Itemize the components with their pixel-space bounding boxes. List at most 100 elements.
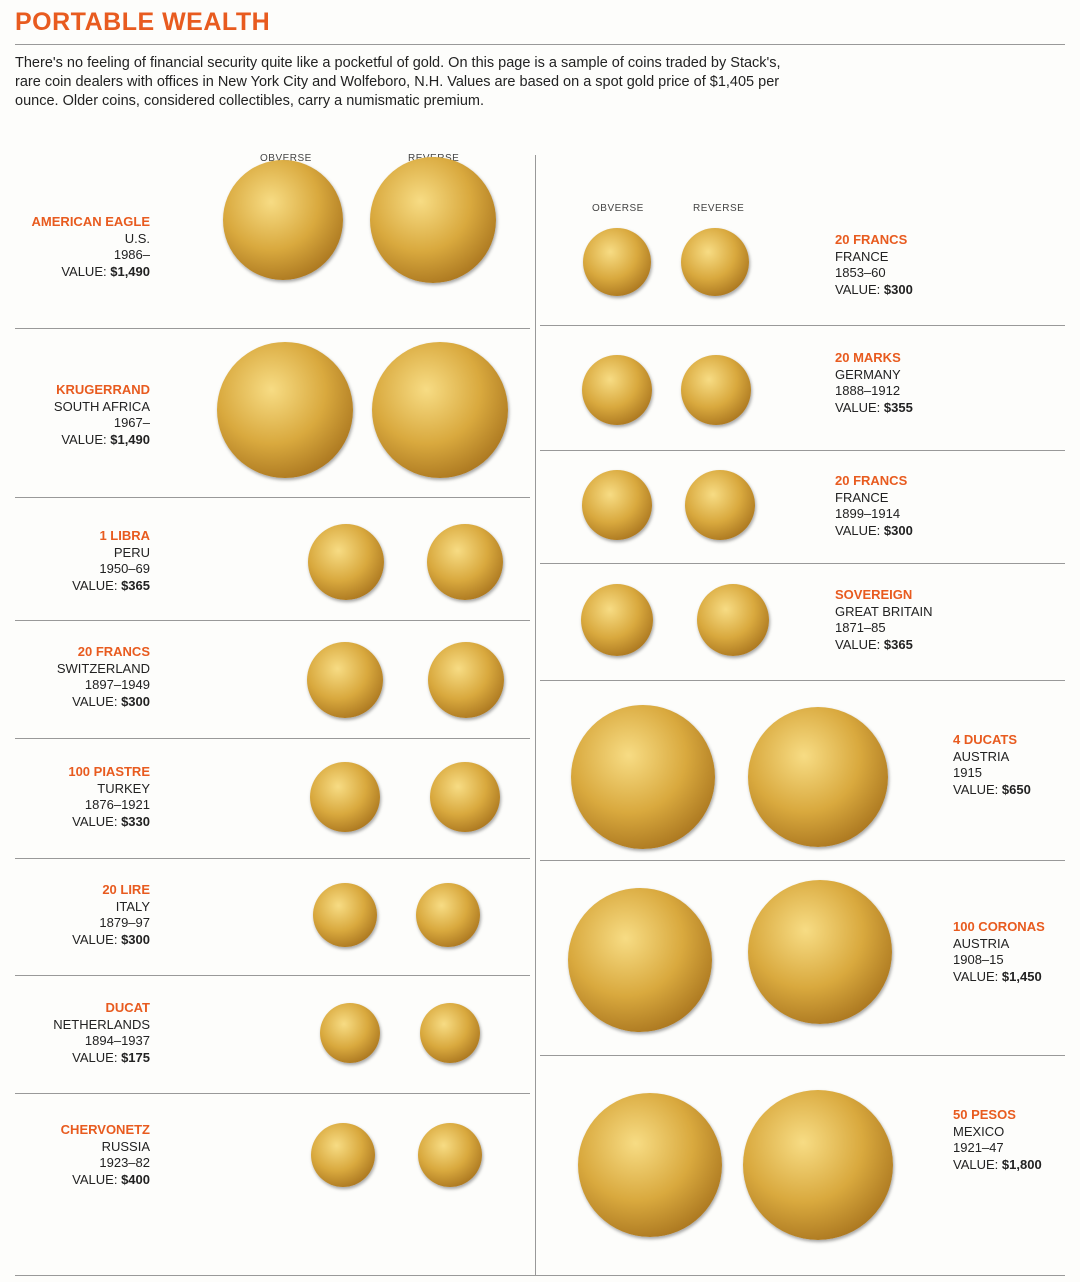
coin-value: $330 [121,813,150,829]
coin-years: 1879–97 [99,915,150,930]
coin-obverse [307,642,383,718]
coin-country: GREAT BRITAIN [835,603,933,619]
value-label: VALUE: [953,1156,999,1172]
coin-country: FRANCE [835,248,889,264]
intro: There's no feeling of financial security… [15,55,781,109]
rule [15,620,530,621]
coin-years: 1921–47 [953,1140,1004,1155]
reverse-label: REVERSE [693,203,745,214]
coin-value: $365 [883,636,913,652]
coin-value: $650 [1001,781,1031,797]
coin-value: $1,800 [1001,1156,1042,1172]
coin-name: 100 PIASTRE [68,764,150,779]
coin-years: 1915 [953,765,982,780]
coin-reverse [697,584,769,656]
value-label: VALUE: [72,813,118,829]
rule [15,1093,530,1094]
coin-reverse [685,470,755,540]
coin-entry: SOVEREIGN GREAT BRITAIN 1871–85 VALUE: $365 [835,587,985,653]
coin-entry: 100 CORONAS AUSTRIA 1908–15 VALUE: $1,450 [953,919,1080,985]
coin-name: 50 PESOS [953,1107,1016,1122]
coin-reverse [748,880,892,1024]
coin-obverse [583,228,651,296]
coin-years: 1923–82 [99,1155,150,1170]
coin-value-line: VALUE: $400 [0,1172,150,1189]
coin-value: $1,450 [1001,968,1042,984]
coin-country: AUSTRIA [953,748,1010,764]
coin-name: 20 FRANCS [835,473,908,488]
coin-name: 20 MARKS [835,350,901,365]
value-label: VALUE: [953,781,999,797]
rule [15,858,530,859]
coin-obverse [310,762,380,832]
coin-value-line: VALUE: $365 [0,578,150,595]
rule [540,325,1065,326]
rule [15,1275,1065,1276]
coin-country: AUSTRIA [953,935,1010,951]
coin-obverse [308,524,384,600]
rule [540,1055,1065,1056]
title: PORTABLE WEALTH [15,8,271,36]
coin-value-line: VALUE: $300 [835,523,985,540]
value-label: VALUE: [61,263,107,279]
value-label: VALUE: [72,1171,118,1187]
coin-entry: KRUGERRAND SOUTH AFRICA 1967– VALUE: $1,490 [0,382,150,448]
rule [15,975,530,976]
coin-name: 4 DUCATS [953,732,1018,747]
coin-value: $300 [121,931,150,947]
coin-value: $300 [883,522,913,538]
coin-value: $1,490 [110,431,150,447]
coin-name: AMERICAN EAGLE [31,214,150,229]
coin-obverse [578,1093,722,1237]
coin-entry: 20 FRANCS FRANCE 1899–1914 VALUE: $300 [835,473,985,539]
coin-reverse [420,1003,480,1063]
value-label: VALUE: [835,522,881,538]
coin-name: CHERVONETZ [60,1122,150,1137]
coin-value-line: VALUE: $175 [0,1050,150,1067]
rule [540,860,1065,861]
coin-reverse [427,524,503,600]
coin-country: ITALY [115,898,150,914]
coin-name: KRUGERRAND [56,382,150,397]
coin-country: SWITZERLAND [56,660,150,676]
coin-years: 1967– [113,415,150,430]
rule [15,44,1065,45]
coin-reverse [428,642,504,718]
coin-obverse [571,705,715,849]
coin-reverse [418,1123,482,1187]
coin-name: 20 FRANCS [835,232,908,247]
rule [540,450,1065,451]
value-label: VALUE: [835,399,881,415]
coin-entry: 20 MARKS GERMANY 1888–1912 VALUE: $355 [835,350,985,416]
coin-years: 1899–1914 [835,506,901,521]
coin-country: SOUTH AFRICA [53,398,150,414]
coin-entry: 50 PESOS MEXICO 1921–47 VALUE: $1,800 [953,1107,1080,1173]
coin-value: $1,490 [110,263,150,279]
coin-value-line: VALUE: $300 [835,282,985,299]
rule [15,497,530,498]
coin-name: 100 CORONAS [953,919,1045,934]
coin-value-line: VALUE: $300 [0,932,150,949]
coin-value-line: VALUE: $650 [953,782,1080,799]
coin-country: RUSSIA [101,1138,150,1154]
coin-reverse [370,157,496,283]
coin-obverse [223,160,343,280]
rule [15,738,530,739]
coin-entry: 1 LIBRA PERU 1950–69 VALUE: $365 [0,528,150,594]
coin-entry: 20 FRANCS FRANCE 1853–60 VALUE: $300 [835,232,985,298]
coin-value-line: VALUE: $1,490 [0,264,150,281]
coin-country: GERMANY [835,366,901,382]
coin-entry: 4 DUCATS AUSTRIA 1915 VALUE: $650 [953,732,1080,798]
coin-value-line: VALUE: $1,450 [953,969,1080,986]
coin-reverse [372,342,508,478]
coin-name: 20 LIRE [102,882,150,897]
coin-years: 1986– [113,247,150,262]
coin-value: $365 [121,577,150,593]
column-divider [535,155,536,1275]
coin-years: 1853–60 [835,265,886,280]
coin-years: 1897–1949 [84,677,150,692]
coin-years: 1888–1912 [835,383,901,398]
coin-entry: 20 LIRE ITALY 1879–97 VALUE: $300 [0,882,150,948]
coin-entry: CHERVONETZ RUSSIA 1923–82 VALUE: $400 [0,1122,150,1188]
coin-reverse [681,228,749,296]
